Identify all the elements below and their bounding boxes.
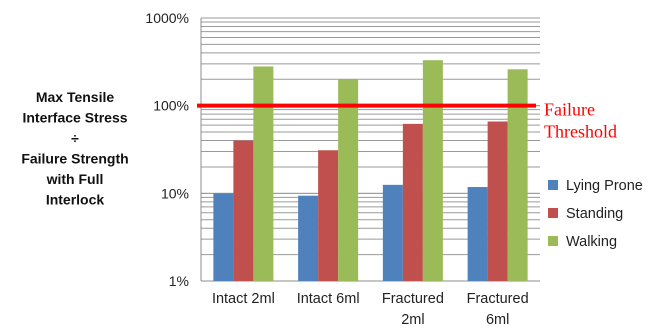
bar-walking	[507, 69, 528, 281]
y-axis-title: Max Tensile Interface Stress ÷ Failure Stre…	[21, 89, 128, 208]
x-category-label: Intact 2ml	[212, 291, 275, 307]
x-category-label: Fractured 2ml	[382, 291, 444, 328]
category-labels: Intact 2ml Intact 6ml Fractured 2ml Fracture…	[212, 291, 529, 328]
legend-label: Standing	[566, 206, 623, 222]
legend-swatch	[548, 236, 558, 246]
bar-walking	[253, 66, 274, 281]
legend-swatch	[548, 180, 558, 190]
bar-standing	[233, 140, 254, 281]
x-category-label: Intact 6ml	[297, 291, 360, 307]
y-tick-label: 1000%	[145, 10, 189, 26]
bar-lying-prone	[213, 193, 234, 281]
legend-label: Walking	[566, 234, 617, 250]
bars	[213, 60, 528, 281]
y-tick-label: 1%	[169, 273, 189, 289]
legend-label: Lying Prone	[566, 178, 643, 194]
bar-standing	[402, 123, 423, 281]
bar-standing	[487, 121, 508, 281]
failure-threshold-label: Failure Threshold	[544, 100, 617, 142]
y-tick-label: 100%	[153, 98, 189, 114]
y-tick-label: 10%	[161, 185, 189, 201]
bar-standing	[318, 150, 339, 281]
y-tick-labels: 1% 10% 100% 1000%	[145, 10, 189, 289]
legend-swatch	[548, 208, 558, 218]
bar-walking	[338, 79, 359, 281]
x-category-label: Fractured 6ml	[467, 291, 529, 328]
bar-lying-prone	[382, 184, 403, 281]
bar-walking	[422, 60, 443, 281]
legend: Lying Prone Standing Walking	[548, 178, 643, 250]
bar-lying-prone	[467, 187, 488, 281]
bar-lying-prone	[298, 195, 319, 281]
